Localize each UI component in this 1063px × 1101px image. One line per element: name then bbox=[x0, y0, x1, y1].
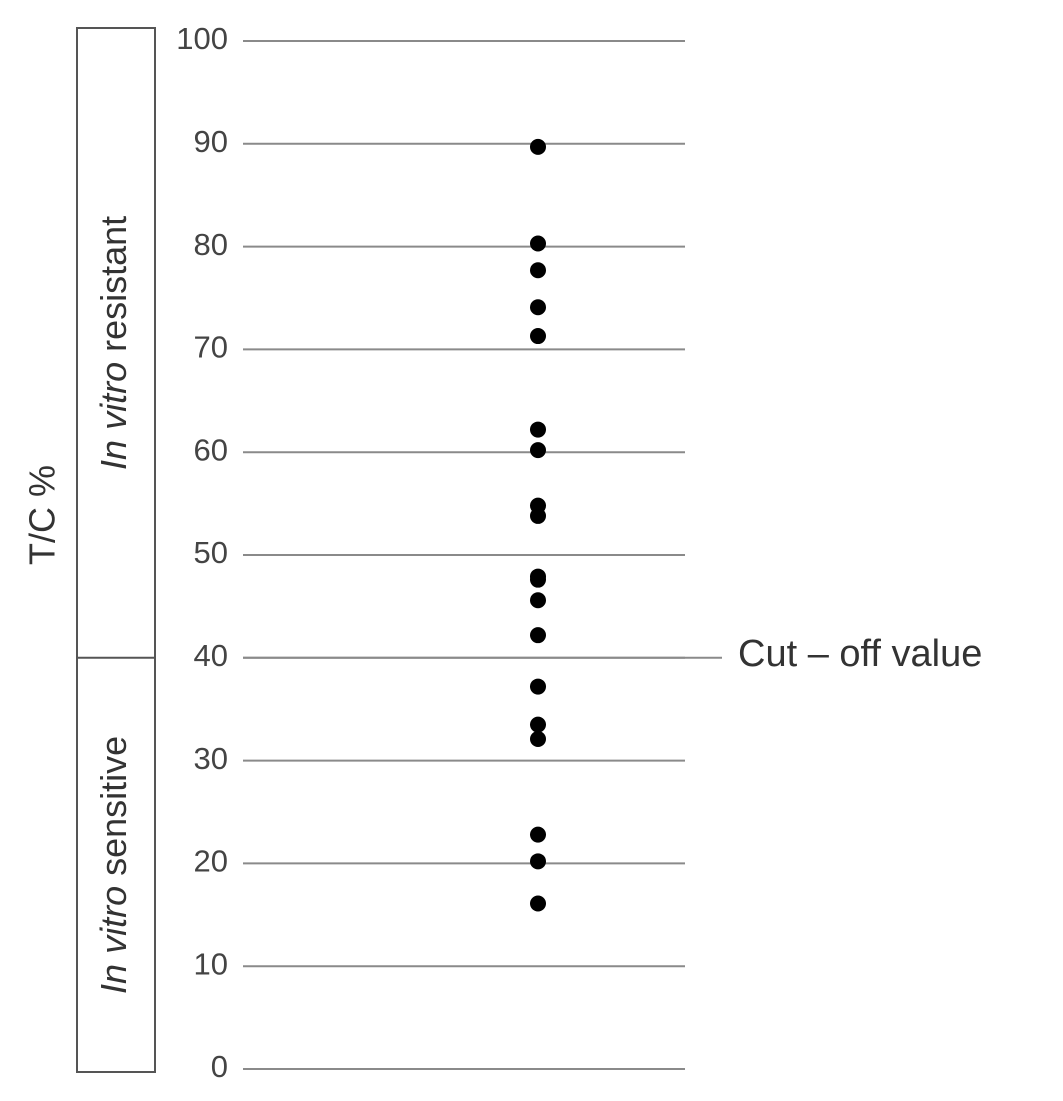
y-tick-label: 0 bbox=[211, 1049, 228, 1084]
dot bbox=[530, 678, 546, 695]
dot bbox=[530, 627, 546, 644]
region-label: In vitro resistant bbox=[93, 216, 134, 470]
y-tick-label: 20 bbox=[194, 844, 228, 879]
region-label-text: sensitive bbox=[93, 736, 134, 876]
y-tick-label: 90 bbox=[194, 124, 228, 159]
dot bbox=[530, 442, 546, 459]
y-axis-label: T/C % bbox=[22, 465, 63, 565]
region-label-text: resistant bbox=[93, 216, 134, 352]
y-tick-label: 60 bbox=[194, 432, 228, 467]
dot bbox=[530, 592, 546, 609]
y-tick-label: 80 bbox=[194, 227, 228, 262]
dot bbox=[530, 262, 546, 279]
y-tick-label: 40 bbox=[194, 638, 228, 673]
y-tick-label: 10 bbox=[194, 946, 228, 981]
dot bbox=[530, 235, 546, 252]
dot bbox=[530, 826, 546, 843]
y-tick-label: 70 bbox=[194, 330, 228, 365]
dot bbox=[530, 421, 546, 438]
y-tick-label: 30 bbox=[194, 741, 228, 776]
region-label-italic: In vitro bbox=[93, 362, 134, 470]
dot bbox=[530, 731, 546, 748]
dot bbox=[530, 507, 546, 524]
dot bbox=[530, 328, 546, 345]
dot bbox=[530, 571, 546, 588]
y-tick-label: 50 bbox=[194, 535, 228, 570]
dot bbox=[530, 138, 546, 155]
region-label-italic: In vitro bbox=[93, 886, 134, 994]
region-box bbox=[76, 27, 156, 1073]
dot bbox=[530, 853, 546, 870]
region-label: In vitro sensitive bbox=[93, 736, 134, 994]
y-tick-label: 100 bbox=[176, 21, 228, 56]
cutoff-label: Cut – off value bbox=[738, 633, 982, 675]
dot bbox=[530, 716, 546, 733]
dot bbox=[530, 299, 546, 316]
dot bbox=[530, 895, 546, 912]
